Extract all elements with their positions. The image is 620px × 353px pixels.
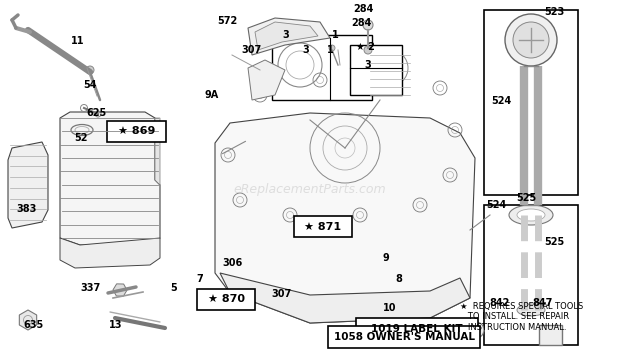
Text: 524: 524 <box>486 200 507 210</box>
Text: 337: 337 <box>81 283 101 293</box>
Text: 54: 54 <box>84 80 97 90</box>
Bar <box>484 205 578 345</box>
Polygon shape <box>220 273 470 323</box>
Text: 524: 524 <box>491 96 512 106</box>
Polygon shape <box>248 60 285 100</box>
Text: eReplacementParts.com: eReplacementParts.com <box>234 184 386 197</box>
Text: 8: 8 <box>395 274 402 284</box>
Bar <box>350 45 402 95</box>
Text: 1058 OWNER'S MANUAL: 1058 OWNER'S MANUAL <box>334 332 474 342</box>
Text: 306: 306 <box>222 258 242 268</box>
Bar <box>356 318 478 340</box>
Polygon shape <box>215 113 475 323</box>
Text: ★ 2: ★ 2 <box>356 42 375 52</box>
Text: 1: 1 <box>332 30 339 40</box>
Text: 842: 842 <box>490 298 510 308</box>
Text: 9: 9 <box>383 253 389 263</box>
Bar <box>539 325 562 345</box>
Text: 307: 307 <box>242 45 262 55</box>
Text: 52: 52 <box>74 133 88 143</box>
Bar <box>272 35 372 100</box>
Bar <box>107 121 166 142</box>
Text: 1019 LABEL KIT: 1019 LABEL KIT <box>371 324 463 334</box>
Text: 1: 1 <box>327 45 334 55</box>
Text: 625: 625 <box>87 108 107 118</box>
Polygon shape <box>255 22 318 50</box>
Bar <box>197 289 255 310</box>
Text: 523: 523 <box>544 7 564 17</box>
Text: ★ 869: ★ 869 <box>118 126 155 136</box>
Circle shape <box>468 322 484 338</box>
Text: 284: 284 <box>351 18 371 28</box>
Text: ★ 870: ★ 870 <box>208 294 245 304</box>
Polygon shape <box>60 112 160 245</box>
Bar <box>484 10 578 195</box>
Text: 284: 284 <box>353 4 373 14</box>
Polygon shape <box>248 18 330 55</box>
Text: 525: 525 <box>516 193 537 203</box>
Bar <box>294 216 352 237</box>
Circle shape <box>329 45 335 51</box>
Text: ★  REQUIRES SPECIAL TOOLS
   TO INSTALL. SEE REPAIR
   INSTRUCTION MANUAL.: ★ REQUIRES SPECIAL TOOLS TO INSTALL. SEE… <box>460 302 583 332</box>
Text: 383: 383 <box>16 204 37 214</box>
Text: 11: 11 <box>71 36 85 46</box>
Polygon shape <box>8 142 48 228</box>
Polygon shape <box>155 118 160 185</box>
Ellipse shape <box>517 304 545 316</box>
Polygon shape <box>60 238 160 268</box>
Circle shape <box>513 22 549 58</box>
Text: 7: 7 <box>196 274 203 284</box>
Text: 307: 307 <box>271 289 291 299</box>
Text: 10: 10 <box>383 303 397 313</box>
Text: 5: 5 <box>170 283 177 293</box>
Text: 13: 13 <box>108 320 122 330</box>
Text: 847: 847 <box>532 298 552 308</box>
Ellipse shape <box>509 205 553 225</box>
Text: 525: 525 <box>544 237 564 247</box>
Circle shape <box>86 66 94 74</box>
Ellipse shape <box>517 209 545 221</box>
Circle shape <box>505 14 557 66</box>
Circle shape <box>363 20 373 30</box>
Text: 635: 635 <box>24 320 44 330</box>
Bar <box>328 326 480 348</box>
Text: ★ 871: ★ 871 <box>304 222 342 232</box>
Text: 572: 572 <box>217 16 237 26</box>
Text: 3: 3 <box>364 60 371 70</box>
Text: 3: 3 <box>303 45 309 55</box>
Circle shape <box>364 46 372 54</box>
Text: 9A: 9A <box>205 90 219 100</box>
Text: 3: 3 <box>282 30 289 40</box>
